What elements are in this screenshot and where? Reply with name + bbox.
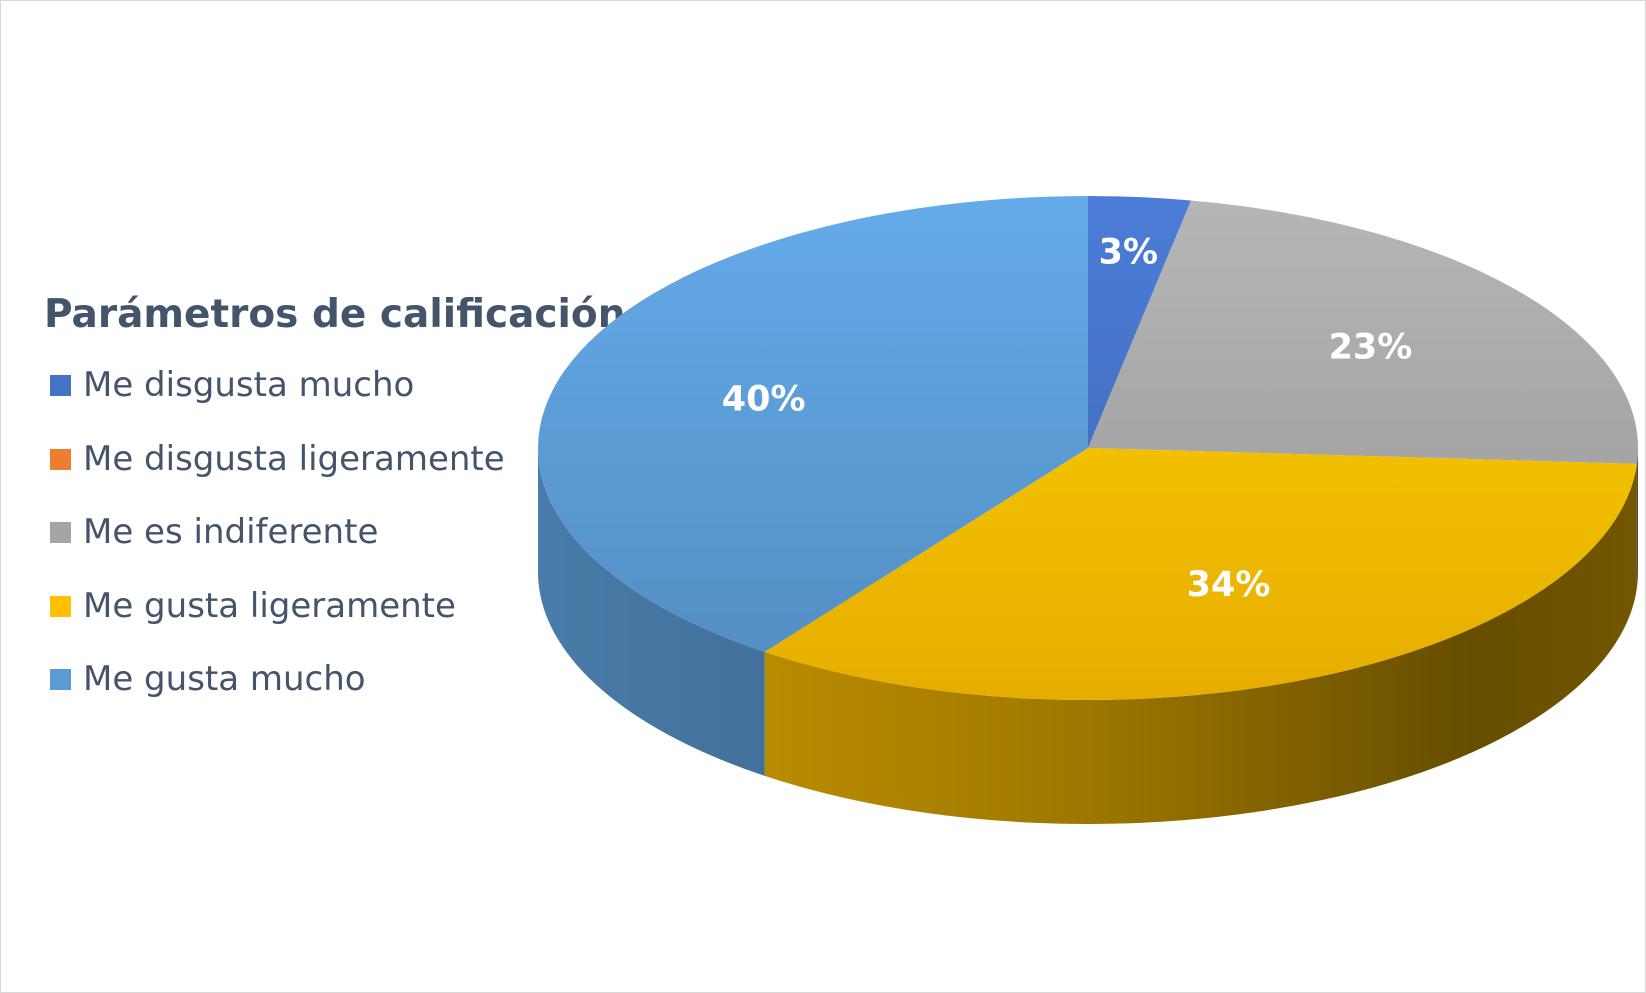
pie-slice-side: [1636, 448, 1638, 588]
pie-slice: [538, 196, 1088, 652]
pie-slice: [1088, 200, 1638, 464]
legend-swatch: [50, 448, 71, 470]
data-label: 34%: [1187, 565, 1271, 605]
legend-swatch: [50, 374, 71, 396]
legend-item: Me gusta mucho: [44, 659, 366, 699]
legend-label: Me gusta mucho: [83, 659, 366, 699]
pie-slice-side: [764, 463, 1637, 824]
legend-title: Parámetros de calificación: [44, 292, 626, 337]
pie-sides: [538, 448, 1638, 824]
legend: Parámetros de calificación Me disgusta m…: [44, 292, 626, 700]
legend-item: Me es indiferente: [44, 512, 378, 552]
legend-swatch: [50, 595, 71, 617]
data-label: 3%: [1099, 232, 1158, 272]
pie-slice: [1088, 196, 1192, 448]
data-label: 23%: [1329, 328, 1413, 368]
legend-item: Me gusta ligeramente: [44, 586, 456, 626]
legend-item: Me disgusta ligeramente: [44, 439, 505, 479]
legend-swatch: [50, 521, 71, 543]
pie-slice-side: [538, 448, 765, 776]
pie-labels: 3% 23% 34% 40%: [722, 232, 1413, 604]
legend-label: Me gusta ligeramente: [83, 586, 456, 626]
legend-swatch: [50, 668, 71, 690]
pie-tops: [538, 196, 1638, 701]
legend-item: Me disgusta mucho: [44, 365, 414, 405]
pie-slice: [764, 448, 1637, 701]
legend-label: Me es indiferente: [83, 512, 379, 552]
legend-label: Me disgusta ligeramente: [83, 439, 505, 479]
data-label: 40%: [722, 380, 806, 420]
legend-label: Me disgusta mucho: [83, 365, 415, 405]
